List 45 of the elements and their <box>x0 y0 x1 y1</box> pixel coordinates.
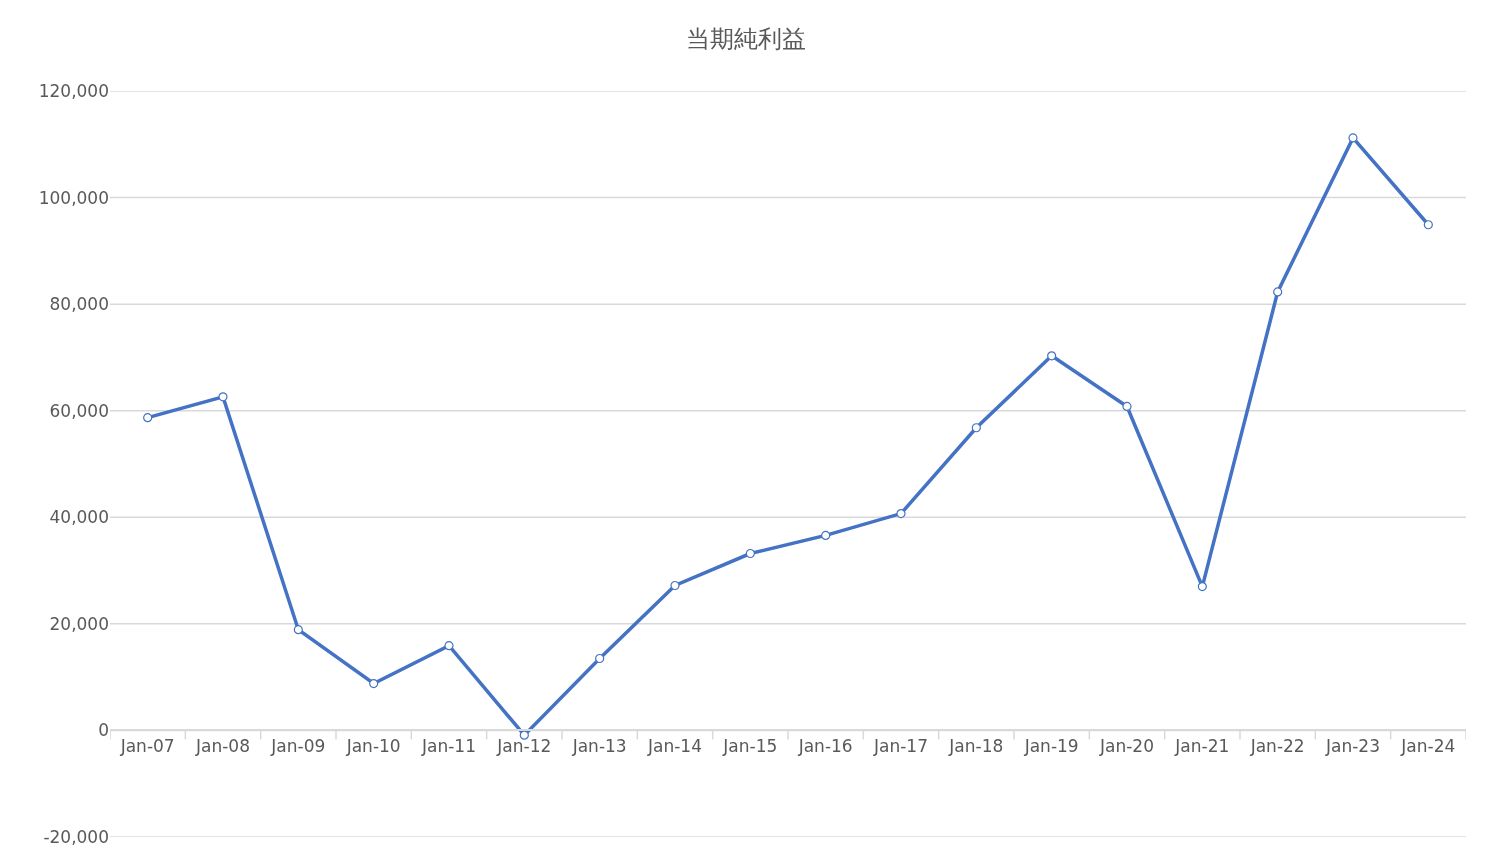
x-tick-label: Jan-24 <box>1400 735 1456 756</box>
x-tick-label: Jan-21 <box>1174 735 1230 756</box>
x-tick-label: Jan-19 <box>1023 735 1079 756</box>
x-tick-label: Jan-20 <box>1099 735 1154 756</box>
point <box>821 530 831 540</box>
x-tick-label: Jan-15 <box>722 735 778 756</box>
point <box>218 392 228 402</box>
x-tick-label: Jan-13 <box>571 735 627 756</box>
x-tick-label: Jan-09 <box>270 735 326 756</box>
x-tick-label: Jan-23 <box>1325 735 1380 756</box>
x-tick-label: Jan-07 <box>119 735 175 756</box>
point <box>745 548 755 559</box>
y-tick-label: 100,000 <box>38 187 109 208</box>
point <box>971 423 981 433</box>
y-tick-label: 40,000 <box>49 507 109 528</box>
point <box>1197 581 1207 592</box>
y-tick-label: 0 <box>98 720 109 741</box>
y-tick-label: -20,000 <box>43 826 109 847</box>
y-tick-label: 120,000 <box>38 80 109 101</box>
chart-title: 当期純利益 <box>685 24 806 53</box>
point <box>1122 401 1132 412</box>
point <box>369 678 379 689</box>
point <box>670 580 680 591</box>
point <box>595 653 605 664</box>
x-tick-label: Jan-11 <box>421 735 476 756</box>
x-tick-label: Jan-18 <box>948 735 1004 756</box>
x-tick-label: Jan-17 <box>873 735 928 756</box>
x-tick-label: Jan-22 <box>1249 735 1305 756</box>
point <box>896 508 906 519</box>
x-tick-label: Jan-08 <box>195 735 250 756</box>
x-tick-label: Jan-10 <box>345 735 401 756</box>
y-tick-label: 80,000 <box>49 294 109 315</box>
point <box>1348 133 1358 143</box>
point <box>444 641 454 651</box>
x-tick-label: Jan-16 <box>797 735 853 756</box>
point <box>293 625 303 635</box>
point <box>519 730 529 740</box>
point <box>1047 351 1057 361</box>
y-tick-label: 20,000 <box>49 613 109 634</box>
point <box>1273 287 1283 297</box>
x-tick-label: Jan-12 <box>496 735 552 756</box>
point <box>1423 220 1433 230</box>
y-tick-label: 60,000 <box>49 400 109 421</box>
point <box>143 413 153 423</box>
x-tick-label: Jan-14 <box>647 735 702 756</box>
